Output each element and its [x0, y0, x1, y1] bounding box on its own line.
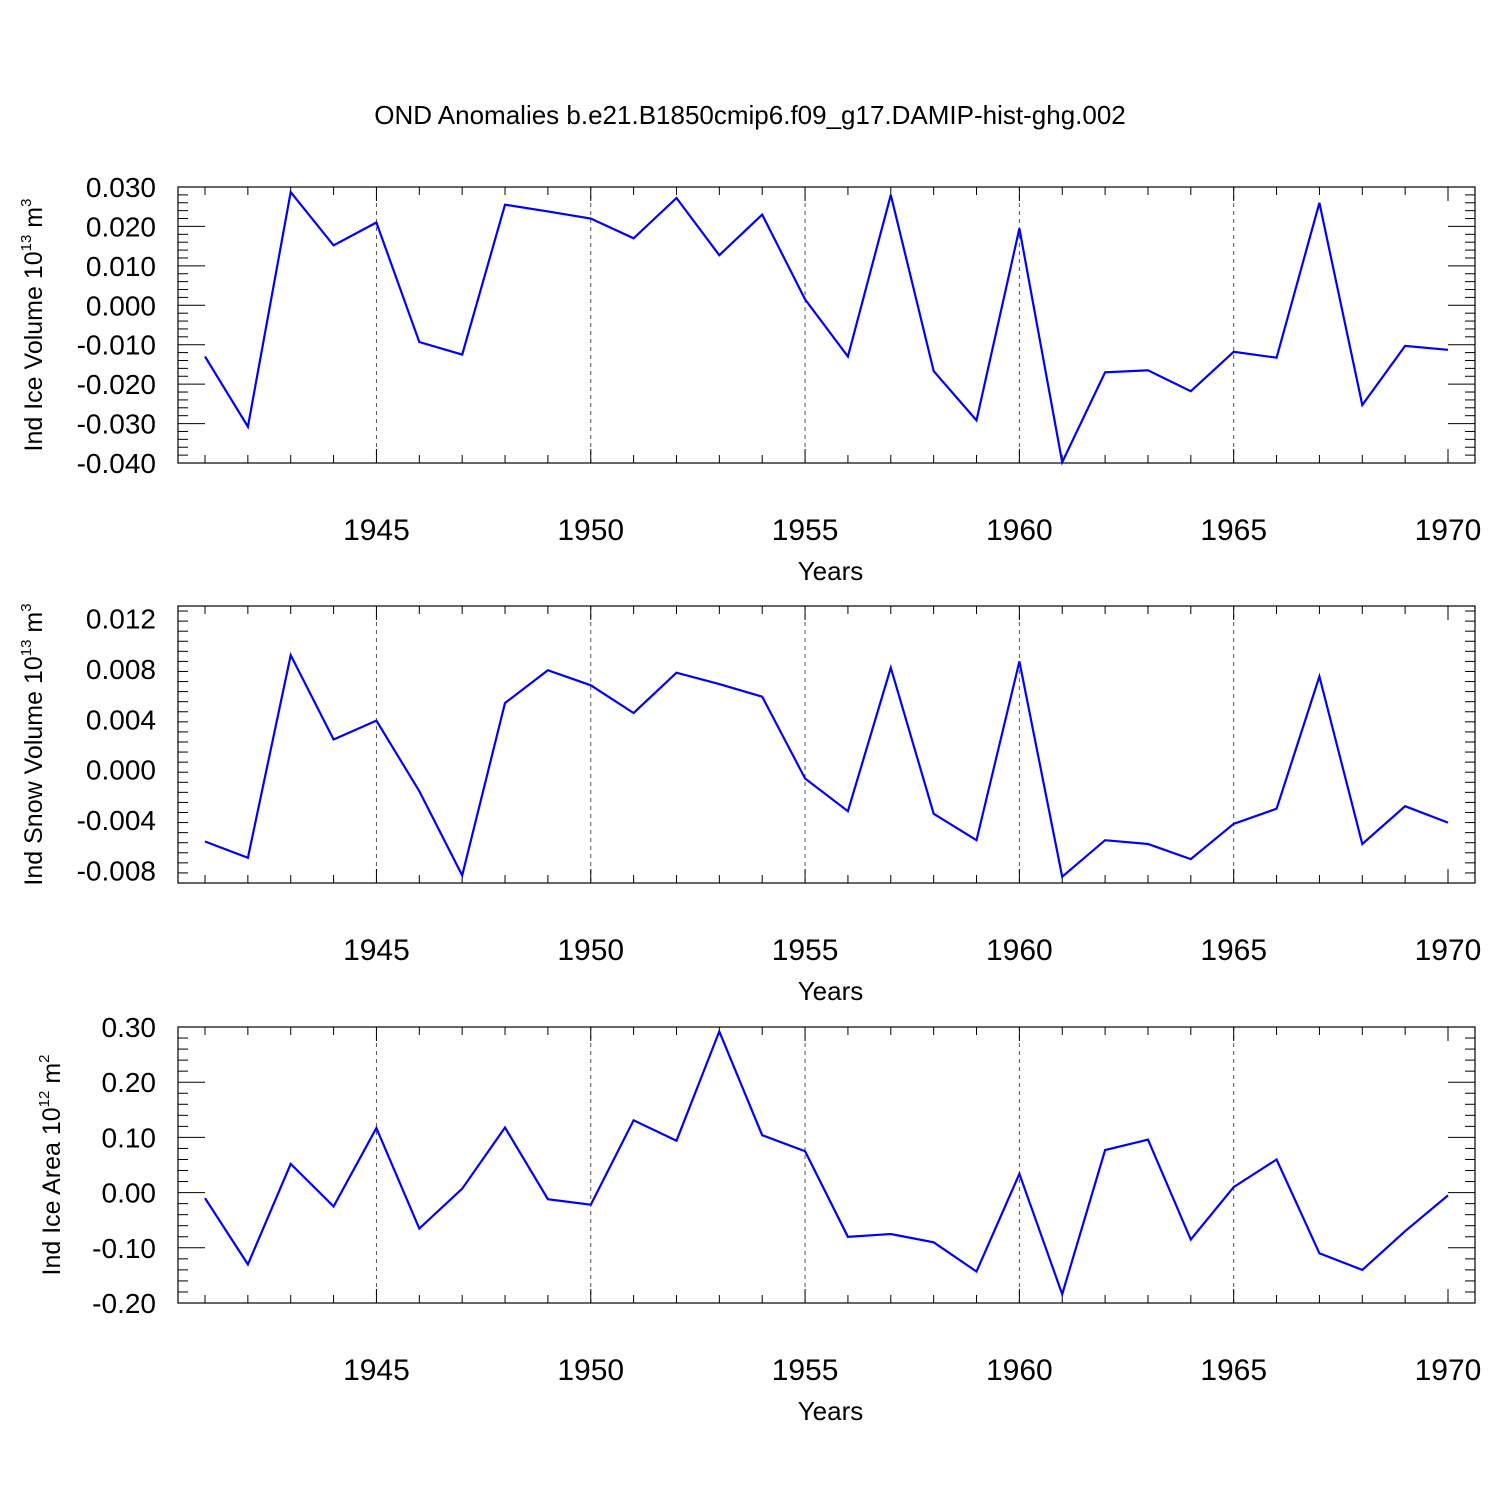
y-axis-label-unit-exponent: 2: [36, 1055, 53, 1063]
series-line: [204, 189, 1449, 466]
x-tick-label: 1970: [1415, 1354, 1482, 1387]
y-tick-label: -0.010: [77, 330, 156, 361]
y-axis-label-exponent: 12: [36, 1091, 53, 1108]
y-axis-label-exponent: 13: [18, 235, 35, 252]
y-axis-label-unit: m: [38, 1063, 66, 1091]
x-tick-label: 1955: [772, 514, 839, 547]
y-axis-label: Ind Ice Area 1012 m2: [36, 1055, 66, 1276]
x-tick-label: 1955: [772, 934, 839, 967]
y-axis-label-unit-exponent: 3: [18, 603, 35, 611]
series-line: [204, 1028, 1449, 1298]
x-axis-label: Years: [798, 556, 864, 586]
x-tick-label: 1945: [343, 934, 410, 967]
panel-ice-volume: -0.040 -0.030 -0.020 -0.010 0.000 0.010 0.020 0…: [18, 172, 1481, 586]
plot-frame: [177, 605, 1476, 884]
figure-title: OND Anomalies b.e21.B1850cmip6.f09_g17.D…: [374, 100, 1126, 130]
x-axis-label: Years: [798, 976, 864, 1006]
x-tick-label: 1945: [343, 1354, 410, 1387]
x-tick-label: 1960: [986, 514, 1053, 547]
y-axis-label-text: Ind Ice Volume 10: [20, 251, 48, 451]
y-axis-label-text: Ind Snow Volume 10: [20, 656, 48, 885]
y-axis-label: Ind Snow Volume 1013 m3: [18, 603, 48, 885]
y-tick-label: -0.004: [77, 805, 156, 836]
x-tick-label: 1965: [1200, 1354, 1267, 1387]
y-tick-label: 0.010: [86, 251, 156, 282]
x-tick-label: 1950: [557, 514, 624, 547]
y-tick-label: -0.10: [92, 1233, 156, 1264]
y-tick-label: 0.10: [102, 1122, 157, 1153]
x-tick-label: 1960: [986, 934, 1053, 967]
y-axis-label-exponent: 13: [18, 640, 35, 657]
y-tick-label: 0.020: [86, 211, 156, 242]
y-tick-label: 0.20: [102, 1067, 157, 1098]
y-axis-label-text: Ind Ice Area 10: [38, 1107, 66, 1275]
x-tick-label: 1950: [557, 1354, 624, 1387]
x-tick-label: 1965: [1200, 934, 1267, 967]
y-tick-label: 0.30: [102, 1012, 157, 1043]
panel-ice-area: -0.20 -0.10 0.00 0.10 0.20 0.30 1945 1950 1955 19…: [36, 1012, 1481, 1426]
y-tick-label: 0.012: [86, 604, 156, 635]
y-tick-label: -0.20: [92, 1288, 156, 1319]
x-tick-label: 1970: [1415, 514, 1482, 547]
plot-frame: [177, 1026, 1476, 1304]
x-tick-label: 1955: [772, 1354, 839, 1387]
y-tick-label: 0.030: [86, 172, 156, 203]
y-tick-label: 0.000: [86, 290, 156, 321]
panel-snow-volume: -0.008 -0.004 0.000 0.004 0.008 0.012 1945 1950…: [18, 603, 1481, 1006]
x-tick-label: 1960: [986, 1354, 1053, 1387]
y-tick-label: -0.020: [77, 369, 156, 400]
y-tick-label: 0.000: [86, 755, 156, 786]
x-tick-label: 1945: [343, 514, 410, 547]
x-tick-label: 1970: [1415, 934, 1482, 967]
y-axis-label-unit: m: [20, 612, 48, 640]
y-axis-label-unit-exponent: 3: [18, 199, 35, 207]
x-tick-label: 1965: [1200, 514, 1267, 547]
y-axis-label-unit: m: [20, 207, 48, 235]
y-axis-label: Ind Ice Volume 1013 m3: [18, 199, 48, 452]
y-tick-label: -0.030: [77, 409, 156, 440]
x-axis-label: Years: [798, 1396, 864, 1426]
y-tick-label: 0.00: [102, 1178, 157, 1209]
plot-frame: [177, 186, 1476, 464]
y-tick-label: 0.004: [86, 704, 156, 735]
series-line: [204, 651, 1449, 879]
y-tick-label: -0.040: [77, 448, 156, 479]
x-tick-label: 1950: [557, 934, 624, 967]
y-tick-label: 0.008: [86, 654, 156, 685]
y-tick-label: -0.008: [77, 855, 156, 886]
